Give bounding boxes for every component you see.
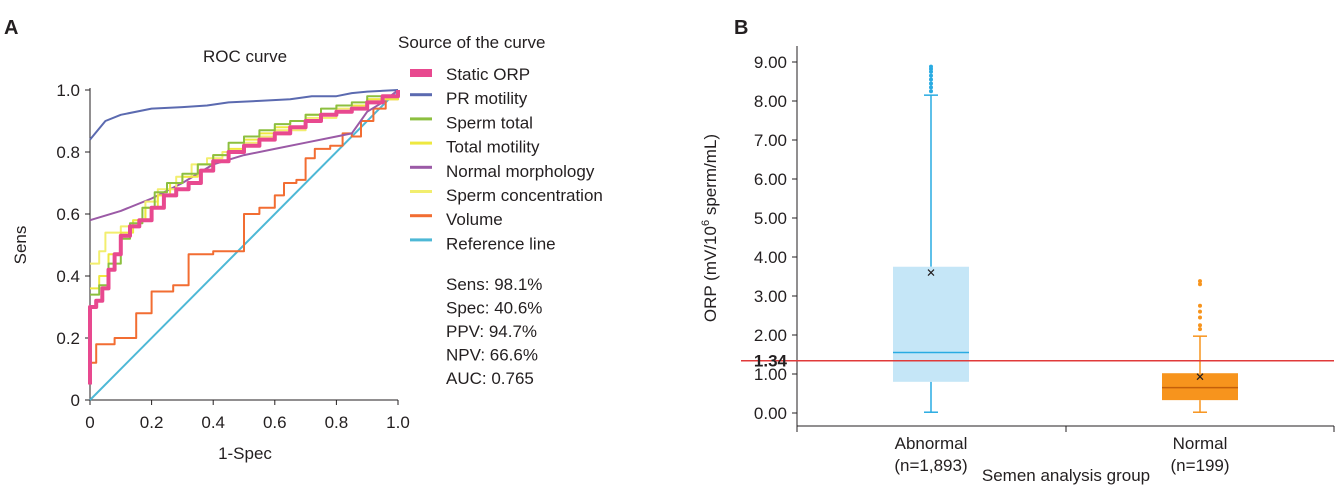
abnormal-iqr-box [893,266,969,382]
legend-label-normal-morphology: Normal morphology [446,162,595,181]
roc-stat-line: PPV: 94.7% [446,322,537,341]
abnormal-outlier-point [929,89,933,94]
roc-stat-line: NPV: 66.6% [446,346,538,365]
roc-stat-line: AUC: 0.765 [446,369,534,388]
roc-x-tick-label: 0.2 [140,413,164,432]
roc-y-tick-label: 0.4 [56,267,80,286]
roc-x-tick-label: 0.8 [325,413,349,432]
roc-y-tick-label: 0.8 [56,143,80,162]
abnormal-outlier-point [929,77,933,82]
abnormal-outlier-point [929,64,933,69]
roc-y-tick-label: 1.0 [56,81,80,100]
roc-curve-pr-motility [89,89,399,141]
roc-stat-line: Sens: 98.1% [446,275,542,294]
legend-swatch-normal-morphology [410,165,432,169]
box-y-tick-label: 1.00 [754,365,787,384]
roc-curve-total-motility [90,90,399,290]
roc-curve-volume [90,90,399,364]
roc-plot-area: 0 0.2 0.4 0.6 0.8 1.0 0 0.2 0.4 0.6 0.8 1.0 [56,81,409,432]
box-y-tick-label: 2.00 [754,326,787,345]
normal-outlier-point [1198,315,1202,320]
abnormal-group-label: Abnormal [895,434,968,453]
legend-label-total-motility: Total motility [446,138,540,157]
abnormal-group-count: (n=1,893) [894,456,967,475]
roc-x-axis-title: 1-Spec [218,444,272,463]
normal-outlier-point [1198,282,1202,287]
roc-y-tick-label: 0.2 [56,329,80,348]
box-y-tick-label: 3.00 [754,287,787,306]
legend-swatch-pr-motility [410,93,432,97]
legend-label-static-orp: Static ORP [446,65,530,84]
legend-label-reference-line: Reference line [446,234,556,253]
panel-b-letter: B [734,17,748,39]
normal-iqr-box [1162,373,1238,401]
legend-swatch-sperm-total [410,117,432,121]
roc-title: ROC curve [203,47,287,66]
normal-group-label: Normal [1173,434,1228,453]
legend-swatch-static-orp [410,69,432,77]
legend-label-sperm-concentration: Sperm concentration [446,186,603,205]
roc-stat-line: Spec: 40.6% [446,299,542,318]
roc-y-tick-label: 0 [71,391,80,410]
roc-stats: Sens: 98.1% Spec: 40.6% PPV: 94.7% NPV: 66.… [446,275,542,388]
roc-curve-normal-morphology [89,89,399,222]
roc-x-tick-label: 1.0 [386,413,410,432]
legend-label-sperm-total: Sperm total [446,113,533,132]
roc-legend: Source of the curve Static ORP PR motilit… [398,33,603,253]
legend-swatch-reference-line [410,238,432,242]
box-y-axis-title: ORP (mV/106 sperm/mL) [700,134,720,322]
legend-swatch-volume [410,214,432,218]
panel-a-letter: A [4,17,18,39]
abnormal-outlier-point [929,73,933,78]
legend-label-volume: Volume [446,210,503,229]
roc-panel: A ROC curve 0 0.2 0.4 0.6 0.8 1.0 0 0.2 0.4 0.6 0.… [4,17,603,463]
cutoff-label: 1.34 [754,352,788,371]
normal-outlier-point [1198,309,1202,314]
box-y-tick-label: 6.00 [754,170,787,189]
roc-x-tick-label: 0.6 [263,413,287,432]
roc-x-tick-label: 0.4 [201,413,225,432]
roc-x-tick-label: 0 [85,413,94,432]
box-y-tick-label: 7.00 [754,131,787,150]
legend-title: Source of the curve [398,33,545,52]
roc-curve-static-orp [88,90,400,385]
abnormal-outlier-point [929,85,933,90]
abnormal-mean-marker [927,269,935,277]
normal-outlier-point [1198,303,1202,308]
box-y-tick-label: 9.00 [754,53,787,72]
abnormal-outlier-point [929,81,933,86]
normal-mean-marker [1196,373,1204,381]
normal-outlier-point [1198,279,1202,284]
boxplot-area: 0.00 1.00 2.00 3.00 4.00 5.00 6.00 7.00 8.00 9.00… [741,46,1335,475]
normal-group-count: (n=199) [1170,456,1229,475]
roc-y-tick-label: 0.6 [56,205,80,224]
boxplot-panel: B 0.00 1.00 2.00 3.00 4.00 5.00 6.00 7.00 8.00 9.… [700,17,1335,485]
box-y-tick-label: 4.00 [754,248,787,267]
legend-swatch-total-motility [410,141,432,145]
normal-outlier-point [1198,323,1202,328]
roc-y-axis-title: Sens [11,226,30,265]
legend-swatch-sperm-concentration [410,190,432,193]
roc-curve-sperm-total [90,90,399,296]
normal-outlier-point [1198,327,1202,332]
box-x-axis-title: Semen analysis group [982,466,1150,485]
box-y-tick-label: 8.00 [754,92,787,111]
box-y-tick-label: 5.00 [754,209,787,228]
box-y-tick-label: 0.00 [754,404,787,423]
legend-label-pr-motility: PR motility [446,89,528,108]
